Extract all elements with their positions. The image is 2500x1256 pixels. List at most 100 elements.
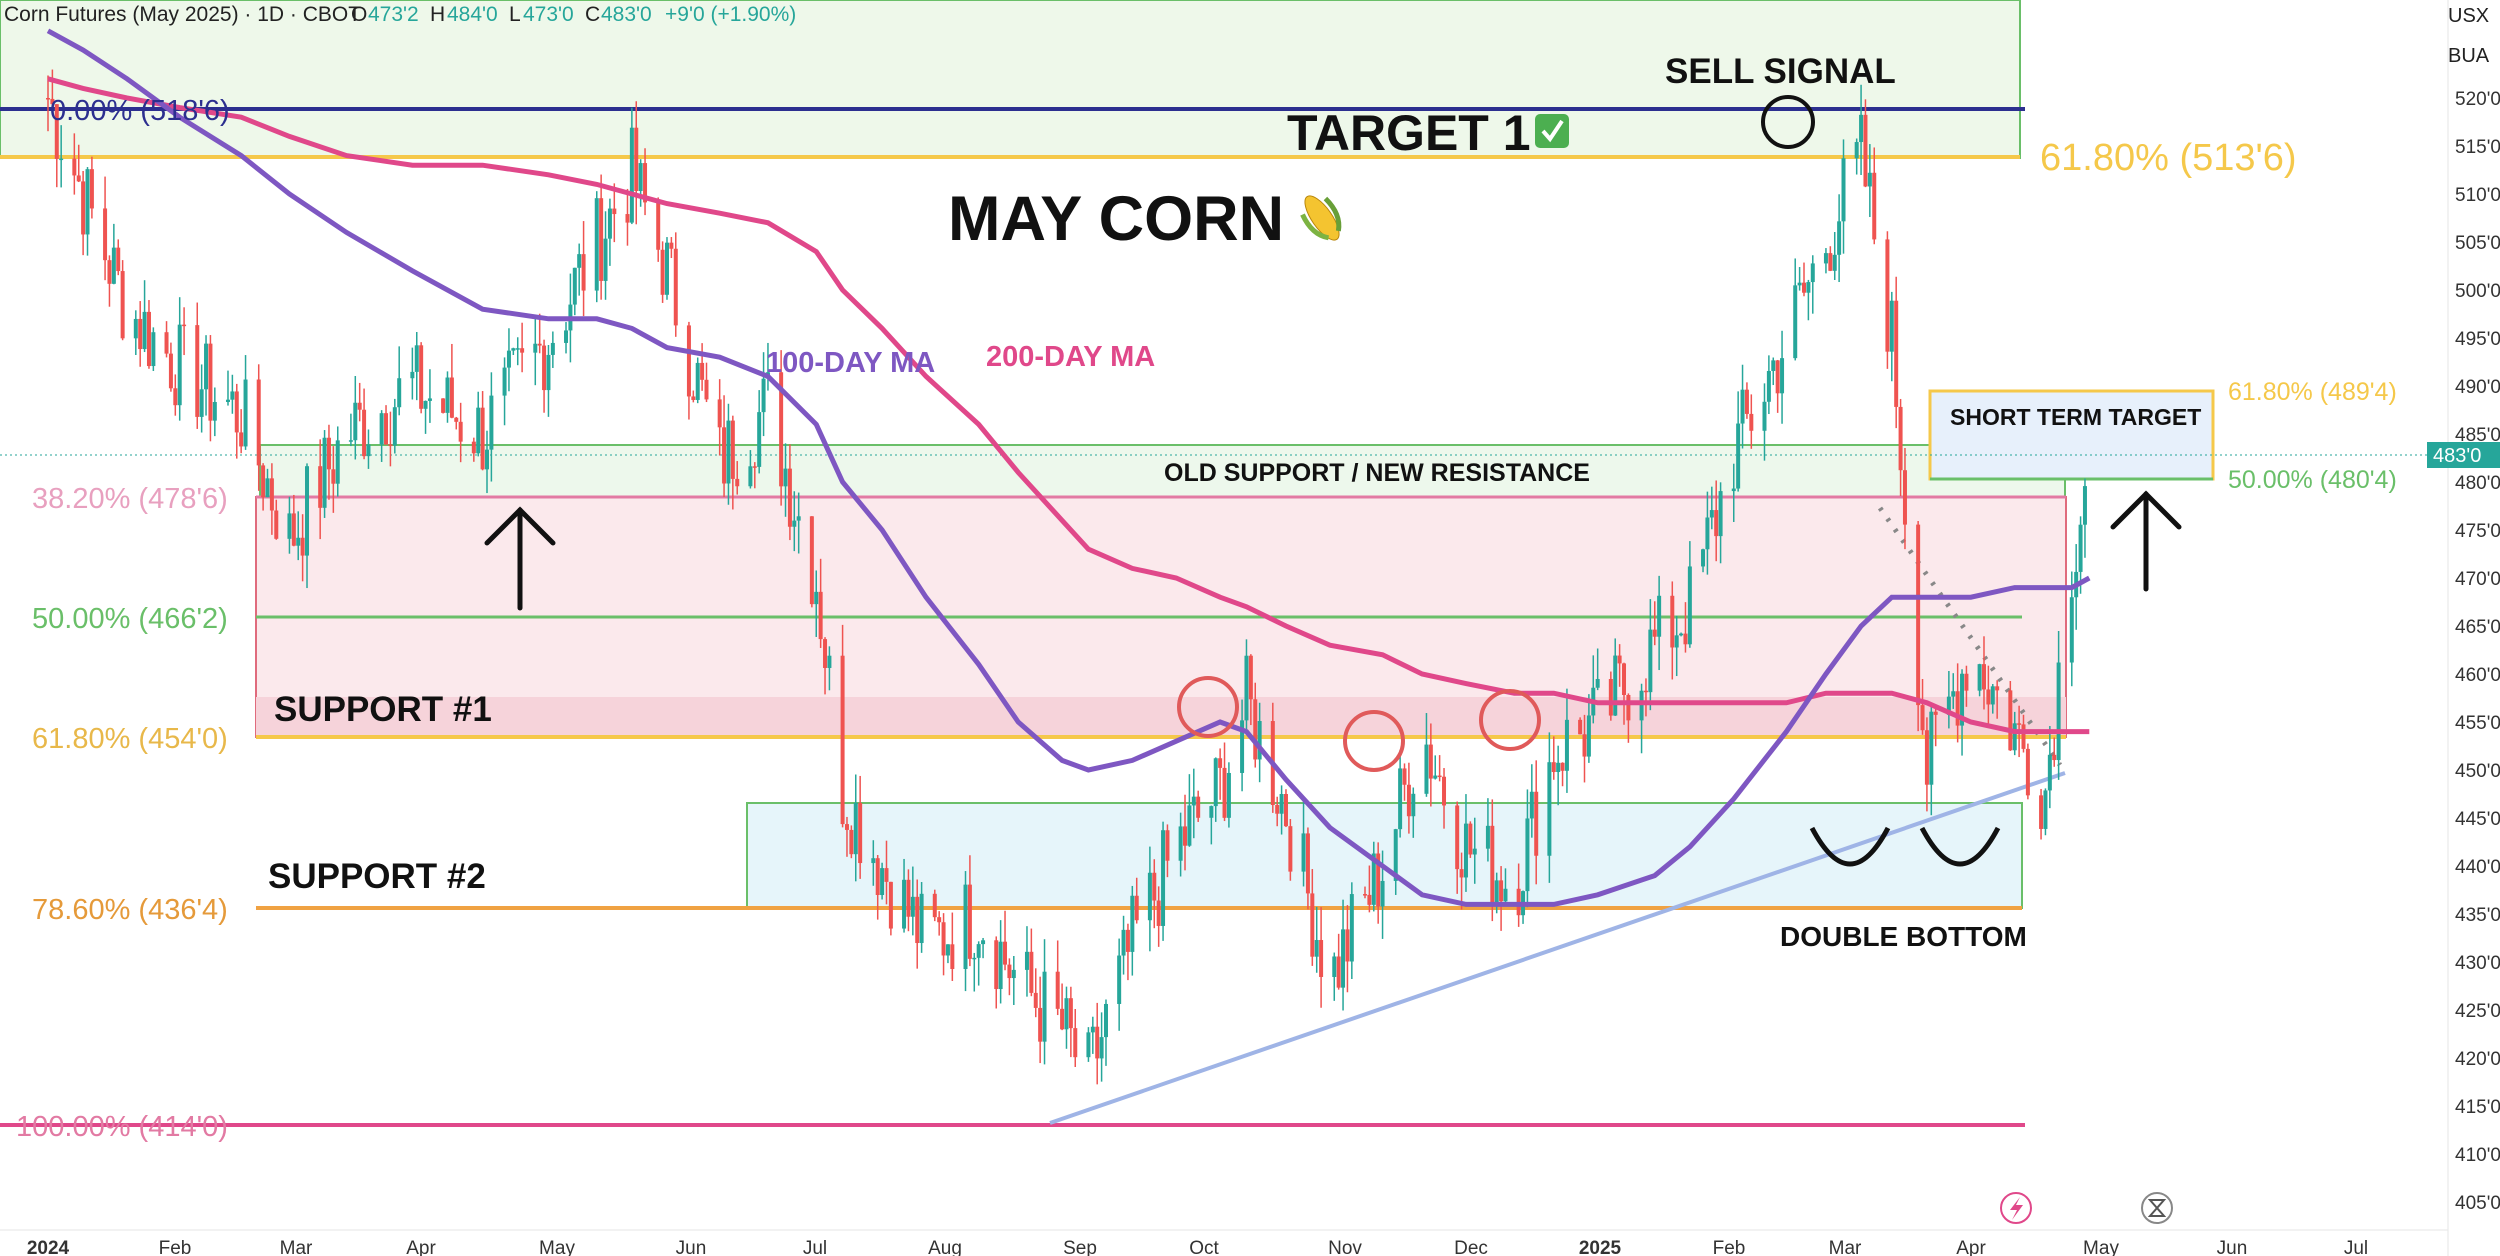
time-tick-label: Jul [2344,1238,2368,1256]
candle-body [1832,254,1837,271]
time-tick-label: Feb [159,1238,192,1256]
candle-body [1341,929,1346,988]
candle-body [1929,711,1934,785]
symbol-name[interactable]: Corn Futures (May 2025) · 1D · CBOT [4,3,361,26]
time-axis[interactable]: 2024 Feb Mar Apr May Jun Jul Aug Sep Oct Nov Dec 202… [27,1238,2368,1256]
candle-body [823,639,828,668]
candle-body [1472,848,1477,855]
time-tick-label: Oct [1189,1238,1219,1256]
time-tick-label: Apr [1956,1238,1986,1256]
candle-body [410,371,415,379]
price-tick-label: 500'0 [2455,281,2500,302]
fib-618-label: 61.80% (454'0) [32,723,228,755]
candle-body [625,214,630,223]
candle-body [932,893,937,918]
fib-100-label: 100.00% (414'0) [16,1111,228,1143]
candle-body [599,198,604,281]
time-tick-label: Apr [406,1238,436,1256]
candle-body [182,324,187,327]
unit-label[interactable]: BUA [2448,45,2490,67]
candle-body [919,893,924,944]
candle-body [2025,748,2030,796]
candle-body [1024,951,1029,970]
candle-body [261,465,266,498]
candle-body [322,437,327,508]
candle-body [1437,775,1442,778]
candle-body [397,378,402,408]
ohlc-close-label: C [585,3,600,26]
candle-body [1305,833,1310,894]
fib-382-label: 38.20% (478'6) [32,483,228,515]
resistance-circle-oct [1177,676,1239,738]
candle-body [572,267,577,305]
candle-body [116,247,121,272]
candle-body [1191,796,1196,806]
ma200-label: 200-DAY MA [986,341,1155,373]
target-zone [0,0,2021,159]
candle-body [485,449,489,470]
candle-body [151,332,156,367]
candle-body [2039,795,2044,829]
candle-body [1463,823,1468,878]
candle-body [1802,282,1806,293]
candle-body [1314,940,1319,957]
candle-body [537,343,542,346]
ohlc-high-label: H [430,3,445,26]
candle-body [2021,724,2026,749]
candle-body [1090,1026,1095,1033]
candle-body [818,591,823,640]
candle-body [963,884,968,969]
candle-body [594,198,599,291]
up-arrow-right [2110,490,2182,592]
candle-body [1332,956,1337,977]
candle-body [1288,826,1293,872]
target1-text: TARGET 1 [1287,105,1531,161]
candle-body [730,420,735,479]
candle-body [726,420,731,484]
candle-body [1226,772,1231,818]
candle-body [748,466,753,487]
fib-0-label: 0.00% (518'6) [50,95,230,127]
candle-body [2056,662,2061,761]
lightning-icon[interactable] [2000,1192,2032,1224]
candle-body [419,345,424,409]
candle-body [2008,690,2013,751]
candle-body [1064,998,1069,1030]
candle-body [85,169,90,235]
candle-body [915,896,920,944]
candle-body [1209,806,1214,818]
candle-body [256,379,261,466]
candle-body [296,537,301,546]
candle-body [287,513,292,539]
price-tick-label: 490'0 [2455,377,2500,398]
candle-body [1810,263,1815,283]
currency-label[interactable]: USX [2448,5,2489,27]
candle-body [1161,830,1166,926]
short-term-target-label: SHORT TERM TARGET [1950,404,2201,430]
candle-body [471,441,476,454]
candle-body [2043,790,2048,829]
candle-body [1793,285,1798,359]
candle-body [1121,929,1126,956]
candle-body [1336,956,1341,988]
price-axis[interactable]: 520'0 515'0 510'0 505'0 500'0 495'0 490'0 485'0… [2455,89,2500,1214]
candle-body [858,802,863,864]
time-tick-label: 2024 [27,1238,70,1256]
candle-body [2047,754,2052,791]
candle-body [871,858,876,864]
candle-body [1428,744,1433,779]
candle-body [1977,664,1982,691]
price-tick-label: 475'0 [2455,521,2500,542]
candle-body [660,249,665,295]
price-tick-label: 440'0 [2455,857,2500,878]
candle-body [230,391,235,400]
candle-body [1705,517,1710,550]
hourglass-icon[interactable] [2141,1192,2173,1224]
candle-body [695,362,700,400]
ohlc-low-label: L [509,3,521,26]
candle-body [976,944,981,958]
candle-body [458,421,463,442]
candle-body [54,104,59,159]
candle-body [1398,768,1403,830]
candle-body [1534,791,1539,856]
